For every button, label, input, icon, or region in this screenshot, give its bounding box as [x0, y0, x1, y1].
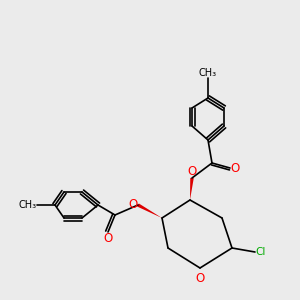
- Text: O: O: [195, 272, 205, 284]
- Text: O: O: [188, 165, 196, 178]
- Text: CH₃: CH₃: [199, 68, 217, 78]
- Polygon shape: [137, 203, 162, 218]
- Text: O: O: [230, 161, 239, 175]
- Text: Cl: Cl: [255, 247, 266, 257]
- Polygon shape: [190, 178, 194, 200]
- Text: CH₃: CH₃: [19, 200, 37, 210]
- Text: O: O: [129, 199, 138, 212]
- Text: O: O: [103, 232, 112, 245]
